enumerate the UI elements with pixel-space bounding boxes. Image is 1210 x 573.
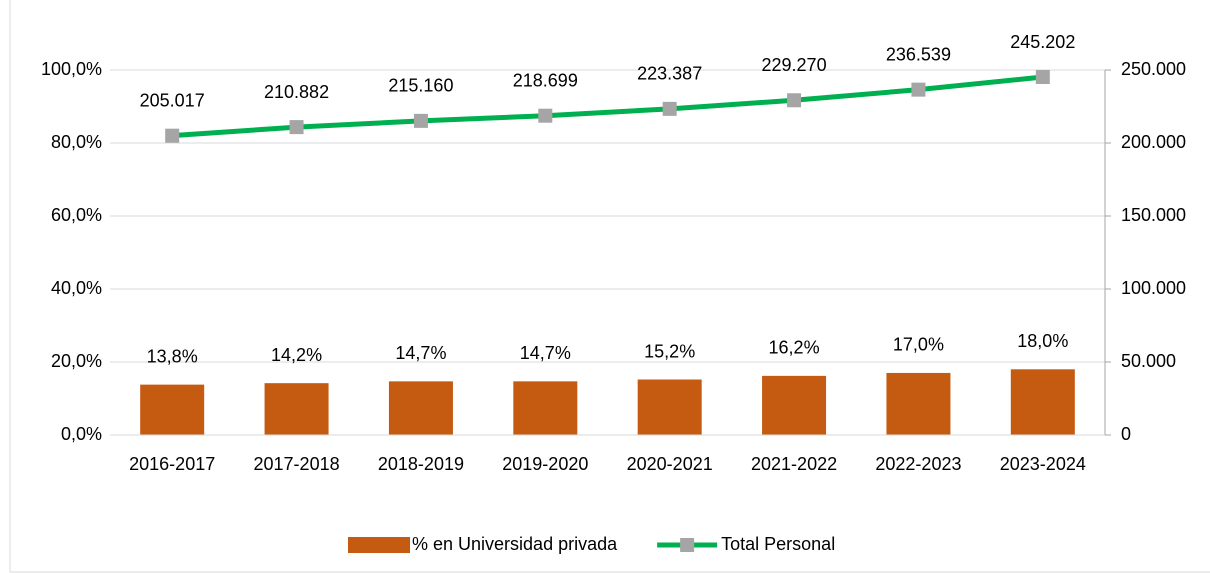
- data-label: 236.539: [886, 44, 951, 64]
- bar: [886, 372, 951, 435]
- chart-border: [9, 0, 1210, 573]
- y2-tick-label: 150.000: [1121, 205, 1186, 225]
- bar: [637, 379, 702, 435]
- bar: [513, 381, 578, 435]
- y2-tick-label: 0: [1121, 424, 1131, 444]
- legend-marker: [680, 538, 695, 552]
- data-label: 13,8%: [147, 346, 198, 366]
- marker: [787, 93, 802, 108]
- bar: [140, 384, 205, 435]
- data-label: 210.882: [264, 82, 329, 102]
- bar: [1010, 369, 1075, 435]
- data-label: 15,2%: [644, 341, 695, 361]
- marker: [538, 108, 553, 123]
- y-tick-label: 0,0%: [61, 424, 102, 444]
- marker: [289, 120, 304, 135]
- data-label: 229.270: [762, 55, 827, 75]
- x-tick-label: 2021-2022: [751, 454, 837, 474]
- data-label: 16,2%: [769, 338, 820, 358]
- x-tick-label: 2018-2019: [378, 454, 464, 474]
- x-tick-label: 2019-2020: [502, 454, 588, 474]
- y2-tick-label: 200.000: [1121, 132, 1186, 152]
- bar: [264, 383, 329, 435]
- bar: [762, 375, 827, 435]
- data-label: 14,7%: [395, 343, 446, 363]
- bar: [388, 381, 453, 435]
- data-label: 223.387: [637, 64, 702, 84]
- marker: [662, 101, 677, 116]
- data-label: 14,2%: [271, 345, 322, 365]
- legend-swatch: [348, 537, 410, 553]
- marker: [1035, 70, 1050, 85]
- data-label: 18,0%: [1017, 331, 1068, 351]
- marker: [413, 113, 428, 128]
- data-label: 218.699: [513, 70, 578, 90]
- line: [172, 74, 1044, 139]
- y-tick-label: 40,0%: [51, 278, 102, 298]
- data-label: 215.160: [388, 76, 453, 96]
- y-tick-label: 60,0%: [51, 205, 102, 225]
- y2-tick-label: 250.000: [1121, 59, 1186, 79]
- y2-tick-label: 50.000: [1121, 351, 1176, 371]
- y2-tick-label: 100.000: [1121, 278, 1186, 298]
- y-tick-label: 80,0%: [51, 132, 102, 152]
- x-tick-label: 2023-2024: [1000, 454, 1086, 474]
- x-tick-label: 2020-2021: [627, 454, 713, 474]
- data-label: 14,7%: [520, 343, 571, 363]
- y-tick-label: 20,0%: [51, 351, 102, 371]
- x-tick-label: 2022-2023: [875, 454, 961, 474]
- y-tick-label: 100,0%: [41, 59, 102, 79]
- x-tick-label: 2016-2017: [129, 454, 215, 474]
- legend-label: % en Universidad privada: [412, 534, 618, 554]
- legend-label: Total Personal: [721, 534, 835, 554]
- marker: [911, 82, 926, 97]
- data-label: 17,0%: [893, 335, 944, 355]
- marker: [165, 128, 180, 143]
- x-tick-label: 2017-2018: [254, 454, 340, 474]
- data-label: 205.017: [140, 90, 205, 110]
- data-label: 245.202: [1010, 32, 1075, 52]
